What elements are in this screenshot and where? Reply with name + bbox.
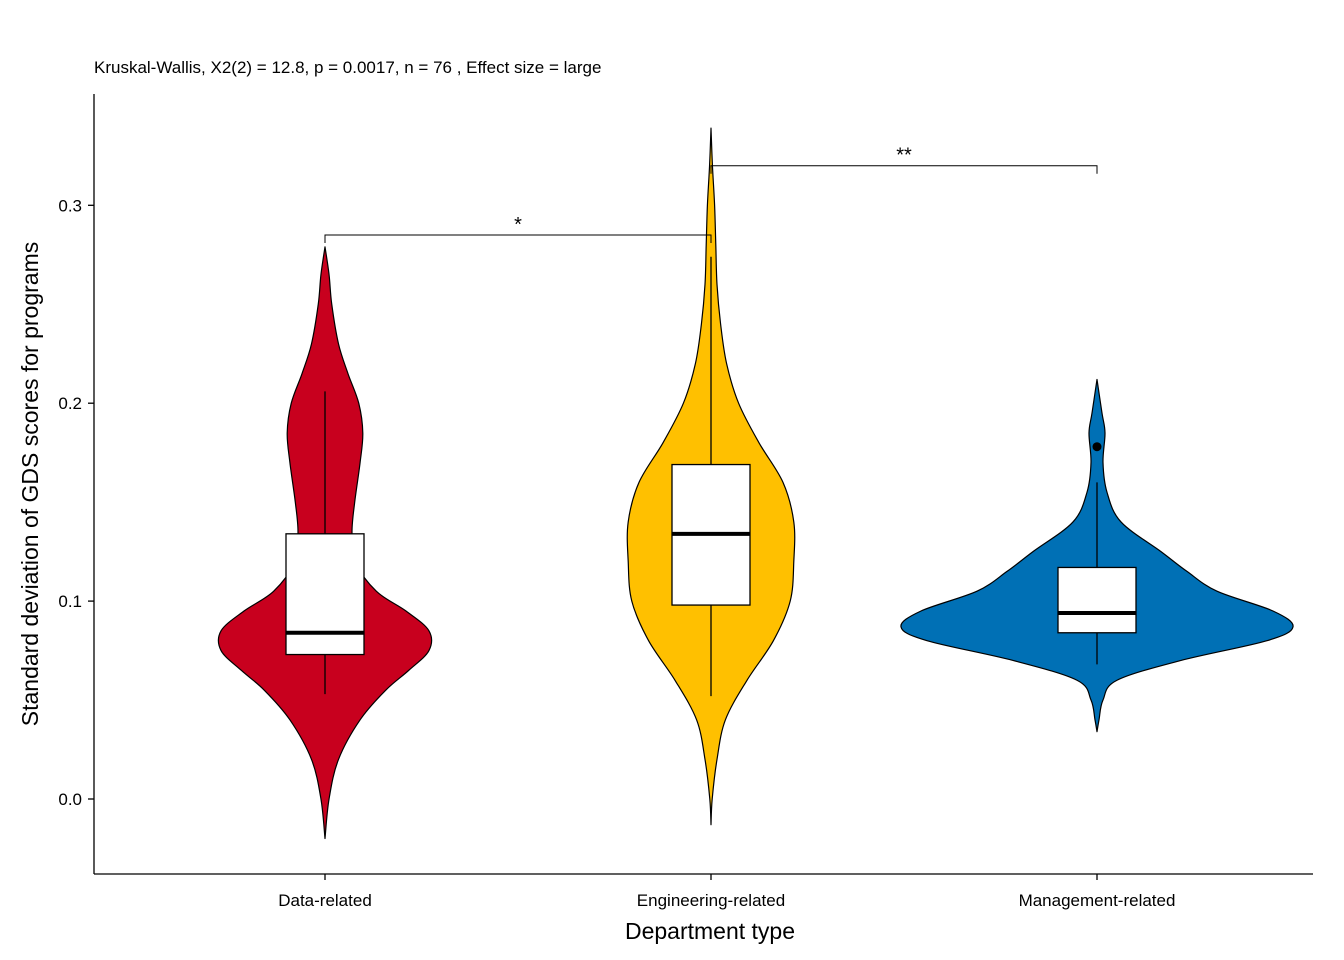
box-data-related [285, 533, 365, 656]
y-tick-label: 0.1 [58, 592, 82, 611]
x-tick-label: Management-related [1019, 891, 1176, 910]
chart-subtitle: Kruskal-Wallis, X2(2) = 12.8, p = 0.0017… [94, 58, 601, 77]
significance-label: * [514, 214, 522, 236]
y-tick-label: 0.2 [58, 394, 82, 413]
plot-area: *** [217, 127, 1294, 840]
x-tick-label: Data-related [278, 891, 372, 910]
box-management-related [1057, 566, 1137, 634]
significance-bracket [710, 165, 1098, 174]
outlier-point-management-related [1092, 442, 1102, 452]
y-tick-label: 0.3 [58, 196, 82, 215]
y-tick-label: 0.0 [58, 790, 82, 809]
significance-bracket [324, 234, 712, 243]
axes: 0.0 0.1 0.2 0.3 Data-related Engineering-rela… [58, 94, 1313, 910]
y-axis-title: Standard deviation of GDS scores for pro… [17, 242, 43, 727]
x-axis-title: Department type [625, 918, 795, 944]
x-tick-label: Engineering-related [637, 891, 785, 910]
significance-label: ** [896, 145, 912, 167]
